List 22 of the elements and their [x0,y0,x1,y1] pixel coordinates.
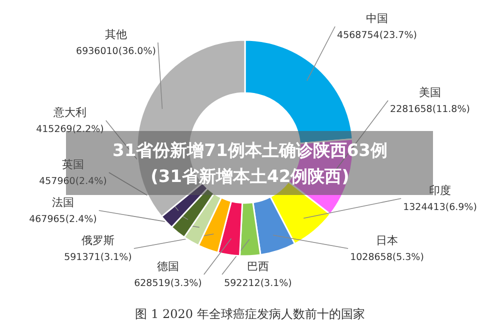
slice-label: 日本 [376,234,398,247]
slice-label: 法国 [52,196,74,209]
slice-label: 其他 [105,28,127,41]
data-label: 628519(3.3%) [134,278,202,289]
data-label: 415269(2.2%) [36,124,104,135]
slice-label: 德国 [157,260,179,273]
data-label: 591371(3.1%) [64,252,132,263]
slice-label: 意大利 [52,106,86,119]
slice-label: 俄罗斯 [82,234,114,247]
text: (31省新增本土42例陕西) [150,167,350,187]
slice-label: 中国 [366,12,388,25]
slice-label: 印度 [429,184,451,197]
data-label: 2281658(11.8%) [390,104,470,115]
data-label: 1028658(5.3%) [350,252,424,263]
text: 图 1 2020 年全球癌症发病人数前十的国家 [135,307,365,321]
slice-label: 美国 [419,86,441,99]
data-label: 1324413(6.9%) [403,202,477,213]
data-label: 4568754(23.7%) [337,30,417,41]
data-label: 592212(3.1%) [224,278,292,289]
slice-label: 巴西 [247,260,269,273]
data-label: 467965(2.4%) [29,214,97,225]
data-label: 6936010(36.0%) [76,46,156,57]
